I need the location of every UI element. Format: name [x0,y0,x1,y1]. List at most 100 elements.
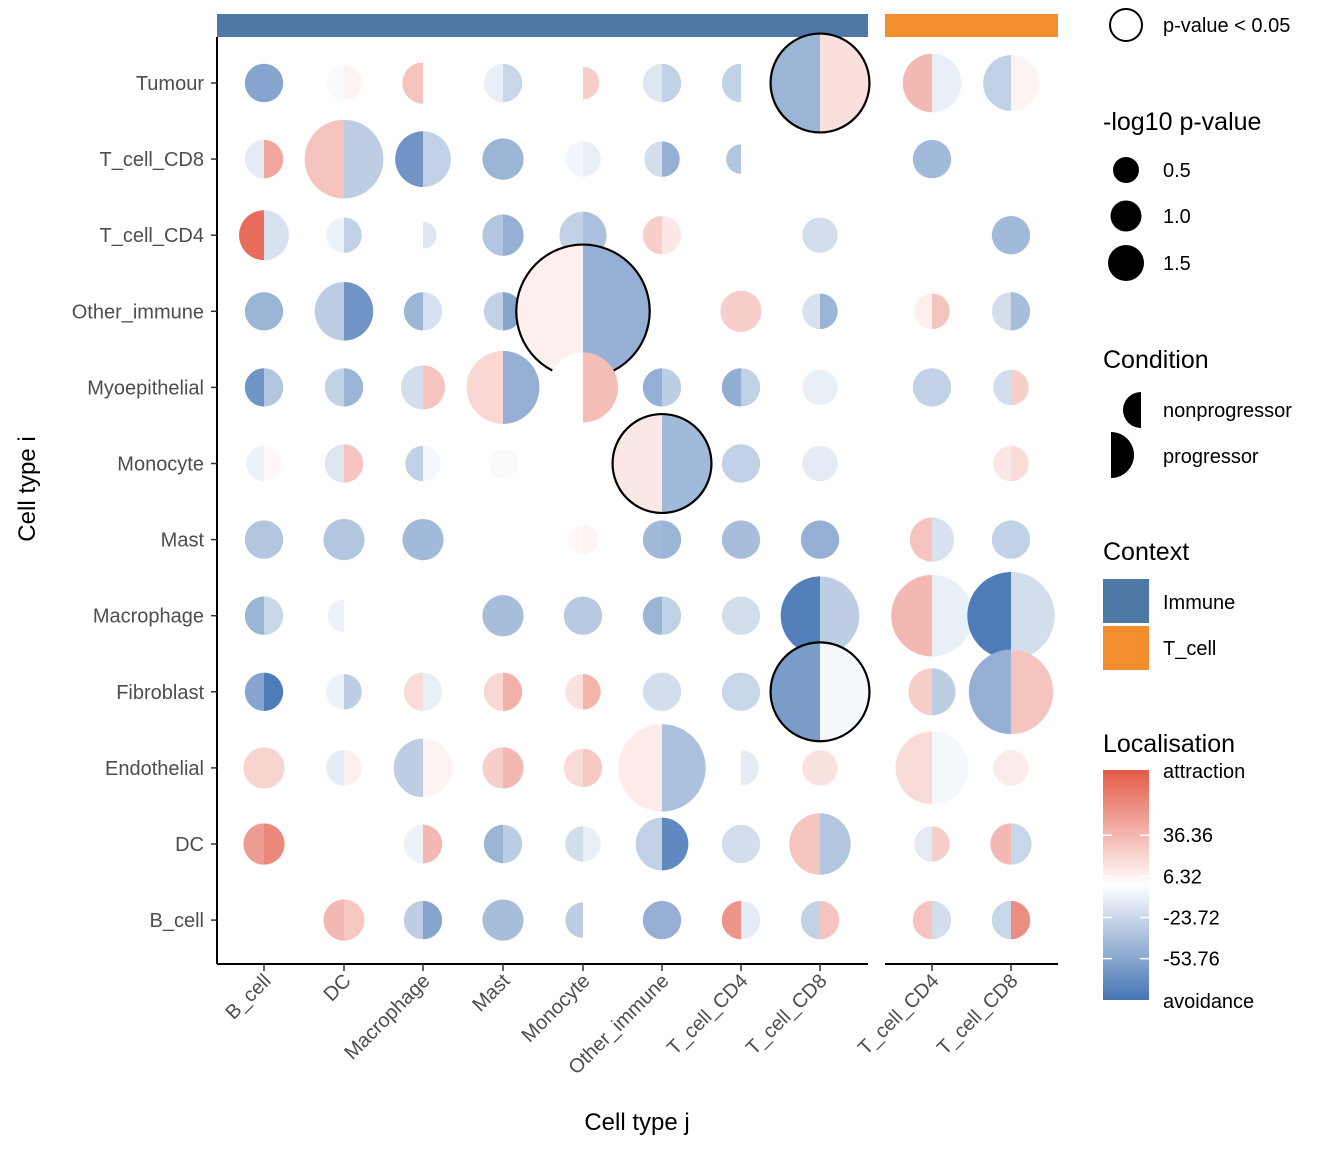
progressor-half [503,672,523,711]
progressor-half [264,596,284,635]
nonprogressor-half [402,62,423,104]
progressor-half [264,445,282,482]
point-tumour-macrophage [402,62,444,104]
nonprogressor-half [721,824,741,864]
nonprogressor-half [483,672,503,711]
nonprogressor-half [547,352,583,423]
point-dc-t-cell-cd4 [721,824,761,864]
nonprogressor-half [642,520,662,559]
nonprogressor-half [721,672,741,711]
nonprogressor-half [918,450,932,477]
progressor-half [264,747,285,789]
progressor-half [423,292,443,331]
point-tumour-monocyte [566,66,600,100]
progressor-half [662,216,682,255]
nonprogressor-half [403,672,423,711]
progressor-half [662,520,682,559]
point-other-immune-t-cell-cd4 [914,293,950,330]
nonprogressor-half [968,649,1011,735]
x-tick-label: T_cell_CD4 [854,970,943,1059]
point-other-immune-t-cell-cd8 [991,292,1031,331]
progressor-half [264,368,284,407]
point-fibroblast-t-cell-cd4 [908,668,956,716]
nonprogressor-half [912,139,932,179]
nonprogressor-half [244,520,264,559]
colorbar-bottom-label: avoidance [1163,991,1254,1013]
y-tick-label: DC [175,834,204,856]
point-tumour-t-cell-cd4 [902,53,962,113]
nonprogressor-half [395,131,423,187]
nonprogressor-half [327,599,344,633]
progressor-half [583,524,598,555]
progressor-half [264,63,284,103]
point-monocyte-b-cell [246,445,282,482]
colorbar-tick-label: -53.76 [1163,949,1220,971]
nonprogressor-half [720,290,741,332]
point-endothelial-mast [482,747,524,789]
point-fibroblast-macrophage [403,672,443,711]
progressor-half [820,813,851,875]
progressor-half [423,900,443,940]
point-fibroblast-monocyte [565,674,601,710]
y-tick-label: Fibroblast [116,682,204,704]
nonprogressor-half [482,747,503,789]
point-myoepithelial-t-cell-cd8 [993,369,1029,406]
progressor-half [344,282,374,341]
point-b-cell-dc [323,899,365,941]
nonprogressor-half [802,750,820,786]
significance-ring [769,32,871,134]
point-dc-t-cell-cd8 [990,823,1032,865]
progressor-half [1011,520,1031,559]
point-myoepithelial-dc [324,368,364,407]
point-t-cell-cd8-dc [304,119,384,199]
progressor-half [583,141,601,177]
condition-legend-label: nonprogressor [1163,400,1292,422]
point-monocyte-mast [488,448,518,479]
point-macrophage-monocyte [563,596,603,635]
progressor-half [820,293,838,330]
nonprogressor-half [563,596,583,635]
nonprogressor-half [802,293,820,330]
nonprogressor-half [991,900,1011,940]
point-tumour-mast [483,63,523,103]
x-tick-label: T_cell_CD8 [742,970,831,1059]
nonprogressor-half [239,210,264,261]
progressor-key-half [1111,432,1134,478]
point-other-immune-t-cell-cd8 [802,293,838,330]
progressor-half [741,900,761,940]
nonprogressor-half [802,369,820,406]
nonprogressor-half [466,350,503,424]
x-tick-label: Monocyte [518,970,595,1047]
significance-ring [611,412,713,515]
nonprogressor-half [482,214,503,256]
x-tick-label: DC [320,970,356,1006]
progressor-half [820,217,838,253]
progressor-half [264,823,285,865]
nonprogressor-half [400,365,423,410]
progressor-half [264,210,289,261]
point-monocyte-t-cell-cd8 [993,445,1029,482]
progressor-half [741,144,756,174]
nonprogressor-half [780,576,820,656]
progressor-half [932,517,955,562]
progressor-half [662,141,680,177]
point-myoepithelial-t-cell-cd8 [802,369,838,406]
nonprogressor-half [568,524,583,555]
point-myoepithelial-b-cell [244,368,284,407]
nonprogressor-half [483,824,503,864]
point-myoepithelial-other-immune [642,368,682,407]
point-fibroblast-t-cell-cd4 [721,672,761,711]
point-b-cell-monocyte [565,902,601,938]
progressor-half [932,450,946,477]
point-fibroblast-other-immune [642,672,682,711]
progressor-half [423,672,443,711]
nonprogressor-half [244,139,264,179]
nonprogressor-half [642,900,662,940]
progressor-half [503,899,524,941]
y-tick-label: Endothelial [105,758,204,780]
nonprogressor-half [324,444,344,483]
nonprogressor-half [721,368,741,407]
x-tick-label: B_cell [221,970,275,1024]
progressor-half [344,899,365,941]
